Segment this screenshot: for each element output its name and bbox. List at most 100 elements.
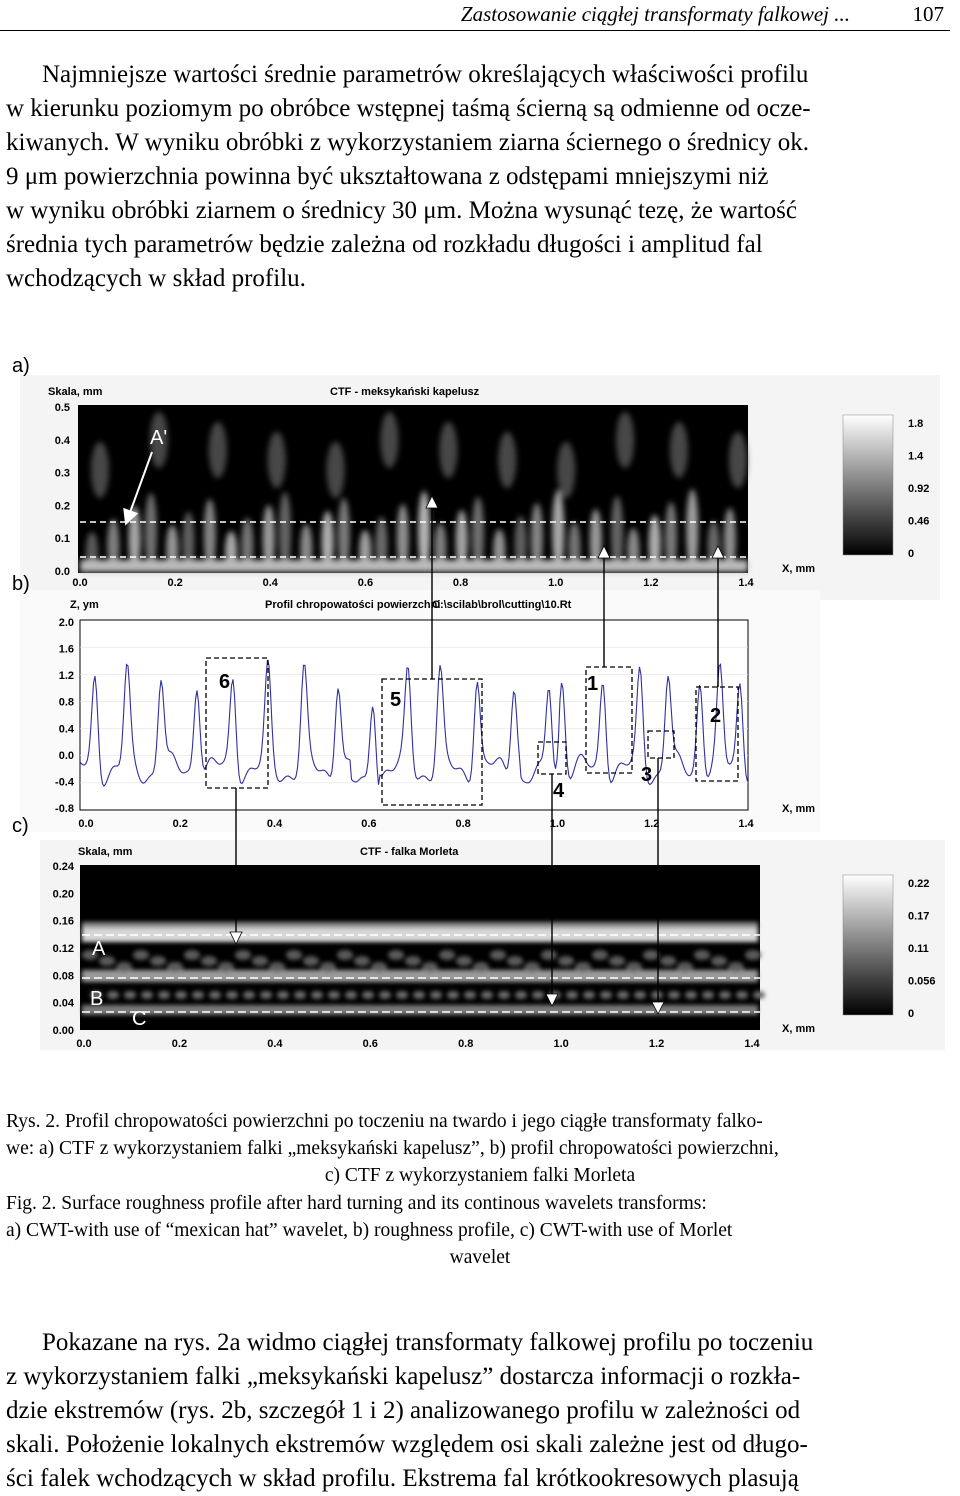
spectrum-blob [209, 991, 221, 999]
panel-a-yticks: 0.5 0.4 0.3 0.2 0.1 0.0 [55, 402, 71, 578]
box-label-1: 1 [587, 673, 598, 695]
spectrum-band [82, 970, 758, 982]
spectrum-blob [541, 950, 557, 960]
paragraph-line: dzie ekstremów (rys. 2b, szczegół 1 i 2)… [6, 1397, 801, 1424]
spectrum-blob [728, 432, 747, 488]
detail-box-3 [647, 730, 675, 759]
spectrum-blob [286, 950, 302, 960]
spectrum-blob [422, 962, 438, 972]
y-tick-label: -0.8 [55, 803, 74, 815]
paragraph-1: Najmniejsze wartości średnie parametrów … [6, 58, 954, 296]
spectrum-blob [418, 491, 431, 572]
panel-a-blobs [80, 412, 748, 572]
spectrum-blob [320, 962, 336, 972]
spectrum-blob [267, 432, 286, 488]
panel-c-xticks: 0.0 0.2 0.4 0.6 0.8 1.0 1.2 1.4 [76, 1038, 760, 1050]
spectrum-blob [380, 412, 399, 468]
colorbar-tick-label: 0.17 [908, 911, 929, 923]
spectrum-blob [609, 956, 625, 966]
paragraph-line: w kierunku poziomym po obróbce wstępnej … [6, 95, 811, 122]
spectrum-blob [575, 962, 591, 972]
x-tick-label: 0.6 [361, 818, 376, 830]
colorbar-tick-label: 1.8 [908, 418, 923, 430]
caption-line: wavelet [449, 1247, 511, 1268]
spectrum-blob [473, 962, 489, 972]
figure-svg: a) Skala, mm CTF - meksykański kapelusz … [12, 355, 945, 1050]
spectrum-blob [175, 991, 187, 999]
panel-a-ylabel: Skala, mm [48, 386, 103, 398]
box-label-6: 6 [219, 671, 230, 693]
y-tick-label: 0.12 [53, 943, 74, 955]
spectrum-blob [660, 956, 676, 966]
panel-a-colorbar-ticks: 1.8 1.4 0.92 0.46 0 [908, 418, 929, 560]
panel-a-spectrum [78, 405, 748, 573]
x-tick-label: 0.8 [453, 577, 468, 589]
x-tick-label: 0.0 [78, 818, 93, 830]
spectrum-blob [208, 422, 227, 478]
spectrum-blob [141, 991, 153, 999]
caption-line: a) CWT-with use of “mexican hat” wavelet… [6, 1220, 733, 1241]
spectrum-blob [728, 962, 744, 972]
spectrum-blob [617, 991, 629, 999]
box-label-5: 5 [390, 689, 401, 711]
spectrum-blob [566, 991, 578, 999]
spectrum-blob [116, 962, 132, 972]
spectrum-blob [498, 991, 510, 999]
spectrum-floor [80, 560, 748, 572]
spectrum-blob [241, 518, 254, 572]
y-tick-label: 2.0 [59, 617, 74, 629]
spectrum-blob [736, 991, 748, 999]
x-tick-label: 0.8 [455, 818, 470, 830]
spectrum-blob [558, 956, 574, 966]
page-number: 107 [912, 2, 945, 26]
spectrum-blob [439, 950, 455, 960]
caption-line: we: a) CTF z wykorzystaniem falki „meksy… [6, 1138, 779, 1159]
spectrum-blob [616, 412, 635, 468]
panel-c-title: CTF - falka Morleta [360, 846, 459, 858]
spectrum-blob [634, 991, 646, 999]
spectrum-blob [337, 950, 353, 960]
spectrum-blob [345, 991, 357, 999]
spectrum-blob [184, 950, 200, 960]
colorbar-tick-label: 1.4 [908, 451, 924, 463]
spectrum-blob [668, 991, 680, 999]
figure-caption-en: Fig. 2. Surface roughness profile after … [6, 1190, 954, 1271]
y-tick-label: 0.4 [59, 723, 75, 735]
spectrum-blob [677, 962, 693, 972]
paragraph-line: Pokazane na rys. 2a widmo ciągłej transf… [42, 1329, 814, 1356]
spectrum-blob [235, 950, 251, 960]
spectrum-blob [279, 492, 291, 572]
colorbar-tick-label: 0.46 [908, 516, 929, 528]
band-label-c: C [132, 1008, 146, 1030]
spectrum-blob [707, 521, 720, 572]
y-tick-label: 0.1 [55, 533, 70, 545]
spectrum-blob [481, 991, 493, 999]
x-tick-label: 0.6 [363, 1038, 378, 1050]
x-tick-label: 0.4 [267, 1038, 283, 1050]
panel-b: b) Z, ym Profil chropowatości powierzchn… [12, 573, 820, 832]
panel-c-letter: c) [12, 815, 29, 837]
panel-b-xlabel: X, mm [782, 803, 815, 815]
spectrum-blob [592, 950, 608, 960]
detail-box-1 [585, 666, 633, 774]
y-tick-label: 0.08 [53, 970, 74, 982]
spectrum-blob [294, 991, 306, 999]
spectrum-blob [326, 442, 345, 498]
spectrum-blob [388, 950, 404, 960]
spectrum-blob [167, 962, 183, 972]
spectrum-blob [711, 956, 727, 966]
colorbar-tick-label: 0 [908, 1008, 914, 1020]
spectrum-blob [643, 950, 659, 960]
x-tick-label: 0.0 [76, 1038, 91, 1050]
annotation-a-prime: A' [150, 427, 167, 449]
spectrum-blob [158, 991, 170, 999]
spectrum-blob [149, 412, 168, 468]
spectrum-blob [447, 991, 459, 999]
panel-c: c) Skala, mm CTF - falka Morleta A B C 0… [12, 815, 945, 1050]
running-title: Zastosowanie ciągłej transformaty falkow… [460, 2, 850, 26]
panel-b-plot-area [79, 619, 749, 811]
spectrum-blob [99, 956, 115, 966]
spectrum-blob [530, 503, 543, 572]
x-tick-label: 1.4 [744, 1038, 760, 1050]
panel-c-xlabel: X, mm [782, 1023, 815, 1035]
